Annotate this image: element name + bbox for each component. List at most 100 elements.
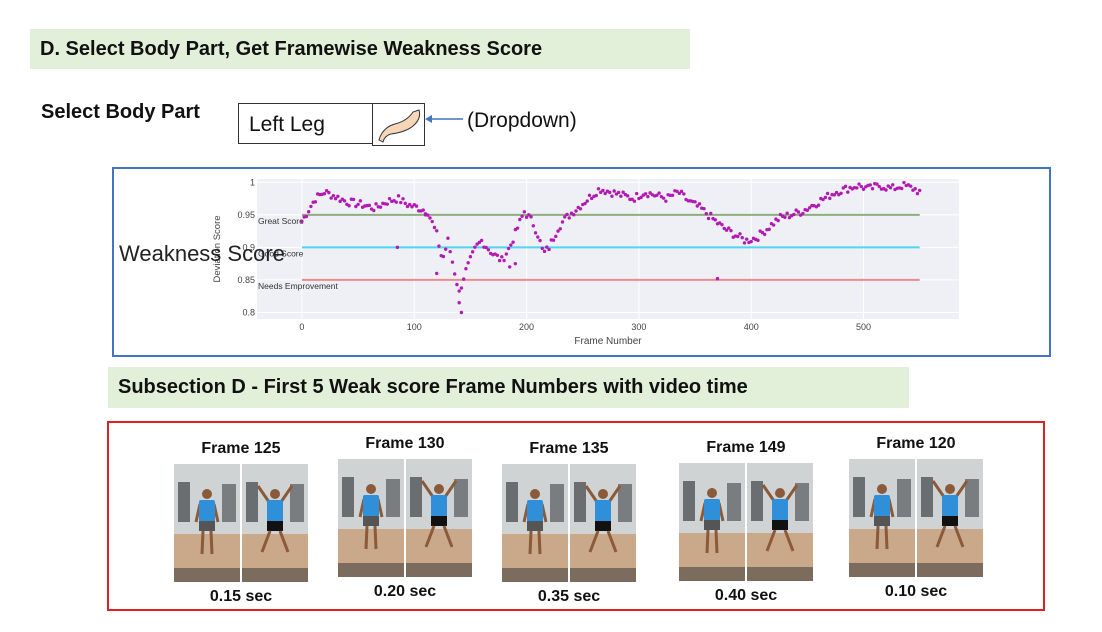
video-time-label: 0.20 sec xyxy=(373,583,437,600)
data-point xyxy=(567,216,571,220)
data-point xyxy=(508,265,512,269)
data-point xyxy=(616,190,621,195)
data-point xyxy=(767,227,771,232)
data-point xyxy=(430,219,434,224)
leg-icon xyxy=(372,103,425,146)
x-tick-label: 300 xyxy=(631,322,646,332)
data-point xyxy=(787,215,792,220)
frame-number-label: Frame 130 xyxy=(365,435,445,452)
data-point xyxy=(855,186,859,190)
data-point xyxy=(632,199,637,203)
x-axis-label: Frame Number xyxy=(574,336,642,347)
data-point xyxy=(358,199,363,203)
data-point xyxy=(578,207,583,211)
data-point xyxy=(900,186,904,191)
video-time-label: 0.15 sec xyxy=(209,588,273,605)
data-point xyxy=(473,245,477,249)
data-point xyxy=(861,187,866,191)
data-point xyxy=(401,197,405,201)
weak-frame-card: Frame 125 0.15 sec xyxy=(171,440,311,606)
x-tick-label: 200 xyxy=(519,322,534,332)
data-point xyxy=(868,183,872,187)
data-point xyxy=(598,190,603,195)
data-point xyxy=(527,213,531,217)
data-point xyxy=(554,234,558,239)
data-point xyxy=(704,211,708,216)
reference-line-label: Needs Emprovement xyxy=(258,281,338,291)
user-video-thumbnail[interactable] xyxy=(502,464,568,582)
data-point xyxy=(522,210,527,214)
reference-video-thumbnail[interactable] xyxy=(242,464,308,582)
reference-video-thumbnail[interactable] xyxy=(917,459,983,577)
data-point xyxy=(771,223,776,227)
data-point xyxy=(495,253,500,257)
y-tick-label: 0.95 xyxy=(237,210,255,220)
data-point xyxy=(801,211,805,216)
reference-video-thumbnail[interactable] xyxy=(747,463,813,581)
data-point xyxy=(745,237,749,241)
data-point xyxy=(612,189,616,193)
reference-line-label: Great Score xyxy=(258,216,304,226)
data-point xyxy=(859,184,863,189)
data-point xyxy=(909,184,913,188)
weak-frames-panel: Frame 125 0.15 sec Frame 130 xyxy=(107,421,1045,611)
data-point xyxy=(913,187,917,191)
data-point xyxy=(625,194,630,198)
weakness-score-chart-panel: 0 100 200 300 400 500 0.8 0.85 0.9 0.95 1 Great Sco… xyxy=(112,167,1051,357)
user-video-thumbnail[interactable] xyxy=(174,464,240,582)
data-point xyxy=(502,258,506,263)
weak-frame-card: Frame 120 0.10 sec xyxy=(846,435,986,601)
data-point xyxy=(713,218,717,222)
data-point xyxy=(520,214,524,219)
weak-frame-card: Frame 149 0.40 sec xyxy=(676,439,816,605)
data-point xyxy=(547,247,551,252)
data-point xyxy=(511,240,515,244)
dropdown-annotation: (Dropdown) xyxy=(467,109,577,132)
data-point xyxy=(367,203,372,208)
data-point xyxy=(435,271,439,276)
data-point xyxy=(843,184,848,189)
data-point xyxy=(706,216,711,221)
data-point xyxy=(545,245,549,249)
user-video-thumbnail[interactable] xyxy=(679,463,745,581)
reference-video-thumbnail[interactable] xyxy=(570,464,636,582)
data-point xyxy=(329,196,333,200)
data-point xyxy=(466,261,470,265)
data-point xyxy=(533,231,538,235)
data-point xyxy=(446,236,450,240)
data-point xyxy=(834,190,839,195)
data-point xyxy=(740,235,744,240)
data-point xyxy=(403,201,407,206)
body-part-dropdown[interactable]: Left Leg xyxy=(238,103,425,146)
data-point xyxy=(917,188,922,193)
data-point xyxy=(727,226,731,230)
data-point xyxy=(477,240,482,245)
user-video-thumbnail[interactable] xyxy=(849,459,915,577)
section-d-title: D. Select Body Part, Get Framewise Weakn… xyxy=(30,29,690,69)
data-point xyxy=(585,199,589,203)
data-point xyxy=(524,215,529,219)
frame-number-label: Frame 125 xyxy=(201,440,281,457)
data-point xyxy=(661,196,666,200)
data-point xyxy=(823,195,828,200)
data-point xyxy=(394,200,398,204)
data-point xyxy=(607,190,612,195)
data-point xyxy=(452,272,457,276)
user-video-thumbnail[interactable] xyxy=(338,459,404,577)
data-point xyxy=(468,255,473,259)
data-point xyxy=(538,238,542,243)
data-point xyxy=(756,238,760,243)
data-point xyxy=(639,195,643,200)
data-point xyxy=(486,248,491,252)
select-body-part-label: Select Body Part xyxy=(41,101,200,123)
y-tick-label: 0.85 xyxy=(237,275,255,285)
data-point xyxy=(587,193,592,197)
data-point xyxy=(309,204,313,209)
data-point xyxy=(443,247,448,251)
data-point xyxy=(342,199,347,203)
data-point xyxy=(378,205,383,209)
data-point xyxy=(336,194,340,198)
data-point xyxy=(560,220,565,224)
reference-video-thumbnail[interactable] xyxy=(406,459,472,577)
data-point xyxy=(695,204,699,208)
